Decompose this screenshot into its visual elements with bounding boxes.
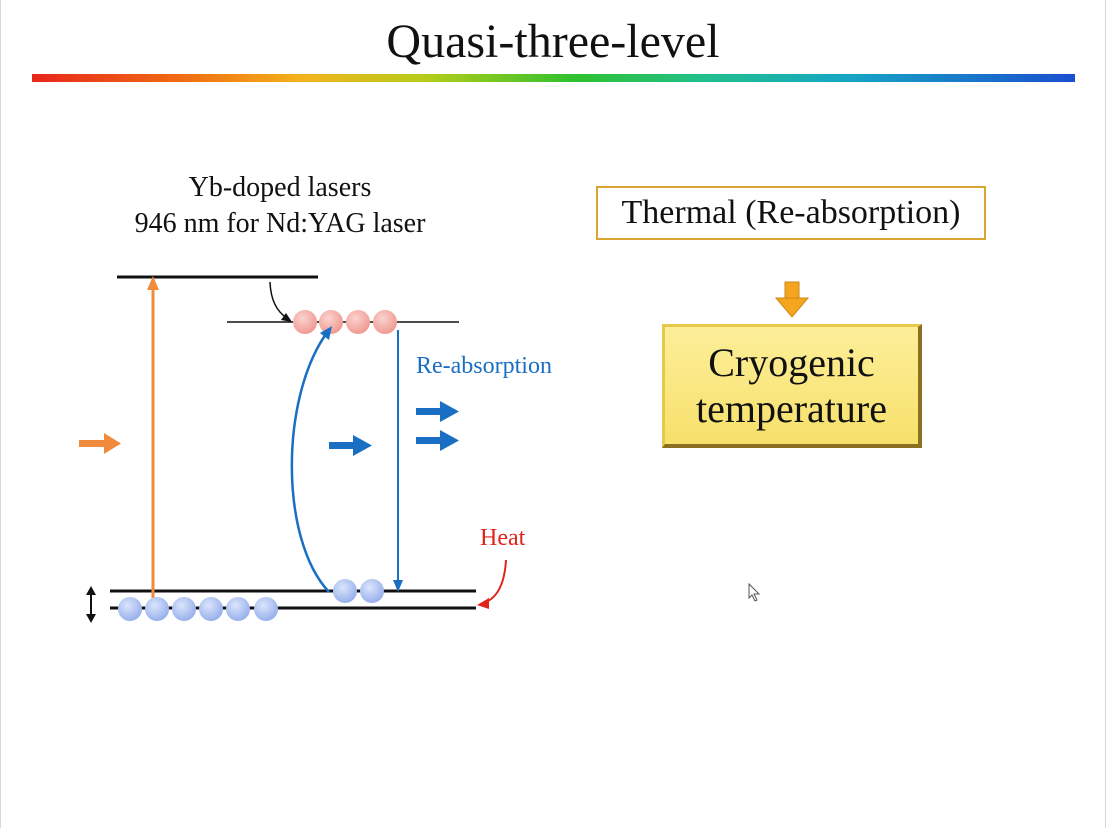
photon-arrow-icon — [329, 435, 372, 456]
laser-emission-arrowhead — [393, 580, 403, 592]
reabsorption-label: Re-absorption — [416, 353, 552, 379]
relaxation-arrowhead — [281, 313, 292, 322]
photon-arrow-icon — [416, 401, 459, 422]
pump-arrow-icon — [79, 433, 121, 454]
title-underline — [32, 74, 1075, 82]
diagram-caption-line1: Yb-doped lasers — [188, 172, 372, 203]
heat-arrowhead — [477, 598, 489, 609]
down-arrow-icon — [774, 281, 810, 318]
cursor-icon — [748, 582, 761, 602]
ground-atom — [254, 597, 278, 621]
lower-level-atom — [333, 579, 357, 603]
ground-atom — [118, 597, 142, 621]
cryo-line2: temperature — [696, 385, 887, 431]
lower-level-atom — [360, 579, 384, 603]
thermal-reabsorption-box: Thermal (Re-absorption) — [596, 186, 986, 240]
heat-arrow — [485, 559, 507, 603]
upper-atom — [346, 310, 370, 334]
slide-border-left — [0, 0, 1, 828]
ground-atom — [145, 597, 169, 621]
upper-atom — [373, 310, 397, 334]
diagram-caption-line2: 946 nm for Nd:YAG laser — [134, 208, 426, 239]
pump-transition-arrowhead — [147, 276, 159, 290]
photon-arrow-icon — [416, 430, 459, 451]
reabsorption-curve-arrow — [290, 333, 330, 593]
heat-label: Heat — [480, 525, 526, 551]
ground-atom — [199, 597, 223, 621]
reabsorption-curve-arrowhead — [320, 326, 332, 340]
cryo-line1: Cryogenic — [708, 339, 875, 385]
ground-atom — [226, 597, 250, 621]
upper-atom — [293, 310, 317, 334]
ground-atom — [172, 597, 196, 621]
double-arrow-icon — [86, 586, 96, 623]
slide-title: Quasi-three-level — [386, 15, 720, 68]
cryogenic-temperature-box: Cryogenic temperature — [662, 324, 922, 448]
relaxation-arrow — [269, 281, 288, 319]
upper-atom — [319, 310, 343, 334]
